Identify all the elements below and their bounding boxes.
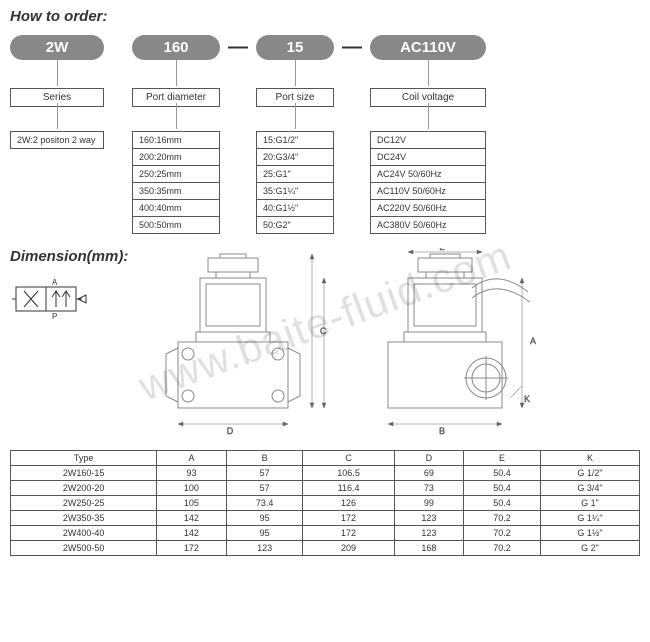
table-cell: 57 (226, 466, 303, 481)
svg-text:C: C (320, 326, 327, 336)
port-diameter-pill: 160 (132, 35, 220, 60)
table-cell: 2W400-40 (11, 526, 157, 541)
port-size-option: 20:G3/4" (256, 149, 334, 166)
table-cell: G 1/2" (540, 466, 639, 481)
svg-text:B: B (439, 426, 445, 436)
table-row: 2W160-159357106.56950.4G 1/2" (11, 466, 640, 481)
svg-text:K: K (524, 394, 530, 404)
dimension-table: TypeABCDEK 2W160-159357106.56950.4G 1/2"… (10, 450, 640, 556)
table-cell: 2W350-35 (11, 511, 157, 526)
table-row: 2W250-2510573.41269950.4G 1" (11, 496, 640, 511)
port-diameter-option: 400:40mm (132, 200, 220, 217)
table-header: A (157, 451, 227, 466)
table-cell: 95 (226, 511, 303, 526)
table-cell: 126 (303, 496, 394, 511)
dash-separator: — (338, 36, 366, 59)
table-row: 2W350-351429517212370.2G 1¼" (11, 511, 640, 526)
table-cell: 172 (303, 526, 394, 541)
table-cell: 116.4 (303, 481, 394, 496)
coil-voltage-option: AC220V 50/60Hz (370, 200, 486, 217)
port-diameter-option: 350:35mm (132, 183, 220, 200)
coil-voltage-option: DC12V (370, 131, 486, 149)
table-cell: 123 (226, 541, 303, 556)
series-legend: 2W:2 positon 2 way (10, 131, 104, 149)
port-diameter-option: 160:16mm (132, 131, 220, 149)
table-cell: 106.5 (303, 466, 394, 481)
port-size-option: 40:G1½" (256, 200, 334, 217)
coil-voltage-option: AC380V 50/60Hz (370, 217, 486, 234)
dimension-title: Dimension(mm): (10, 248, 128, 265)
coil-voltage-option: AC24V 50/60Hz (370, 166, 486, 183)
table-row: 2W400-401429517212370.2G 1½" (11, 526, 640, 541)
how-to-order-title: How to order: (10, 8, 640, 25)
coil-voltage-option: AC110V 50/60Hz (370, 183, 486, 200)
table-cell: 73.4 (226, 496, 303, 511)
coil-voltage-option: DC24V (370, 149, 486, 166)
table-cell: 69 (394, 466, 464, 481)
port-diameter-option: 200:20mm (132, 149, 220, 166)
table-cell: 2W160-15 (11, 466, 157, 481)
front-view-drawing: D C A (138, 248, 328, 438)
svg-text:A: A (530, 336, 536, 346)
table-cell: 209 (303, 541, 394, 556)
table-cell: 2W500-50 (11, 541, 157, 556)
table-cell: 93 (157, 466, 227, 481)
table-cell: 105 (157, 496, 227, 511)
table-cell: G 1¼" (540, 511, 639, 526)
table-cell: G 2" (540, 541, 639, 556)
table-cell: 57 (226, 481, 303, 496)
table-cell: 50.4 (464, 481, 541, 496)
table-header: C (303, 451, 394, 466)
table-cell: 2W250-25 (11, 496, 157, 511)
port-size-option: 25:G1" (256, 166, 334, 183)
table-cell: 100 (157, 481, 227, 496)
table-header: E (464, 451, 541, 466)
coil-voltage-options: DC12VDC24VAC24V 50/60HzAC110V 50/60HzAC2… (370, 131, 486, 234)
table-header: K (540, 451, 639, 466)
table-cell: 73 (394, 481, 464, 496)
table-cell: 2W200-20 (11, 481, 157, 496)
table-cell: 168 (394, 541, 464, 556)
table-cell: 172 (157, 541, 227, 556)
table-cell: 50.4 (464, 466, 541, 481)
dash-separator: — (224, 36, 252, 59)
table-cell: 95 (226, 526, 303, 541)
port-size-option: 15:G1/2" (256, 131, 334, 149)
table-cell: G 1" (540, 496, 639, 511)
table-row: 2W500-5017212320916870.2G 2" (11, 541, 640, 556)
series-pill: 2W (10, 35, 104, 60)
table-header: B (226, 451, 303, 466)
coil-voltage-pill: AC110V (370, 35, 486, 60)
table-cell: 142 (157, 511, 227, 526)
port-size-pill: 15 (256, 35, 334, 60)
table-cell: G 3/4" (540, 481, 639, 496)
table-header: Type (11, 451, 157, 466)
table-cell: 172 (303, 511, 394, 526)
svg-text:A: A (52, 278, 58, 287)
side-view-drawing: E B A K (358, 248, 558, 438)
table-row: 2W200-2010057116.47350.4G 3/4" (11, 481, 640, 496)
port-size-option: 35:G1¼" (256, 183, 334, 200)
table-header: D (394, 451, 464, 466)
table-cell: 123 (394, 526, 464, 541)
table-cell: G 1½" (540, 526, 639, 541)
port-size-option: 50:G2" (256, 217, 334, 234)
port-diameter-option: 250:25mm (132, 166, 220, 183)
table-cell: 70.2 (464, 541, 541, 556)
table-cell: 123 (394, 511, 464, 526)
order-code-row: 2W 160 — 15 — AC110V (10, 35, 640, 60)
valve-symbol-icon: A P (10, 275, 88, 321)
table-cell: 50.4 (464, 496, 541, 511)
svg-text:E: E (440, 248, 445, 252)
port-diameter-options: 160:16mm200:20mm250:25mm350:35mm400:40mm… (132, 131, 220, 234)
table-cell: 70.2 (464, 526, 541, 541)
port-size-options: 15:G1/2"20:G3/4"25:G1"35:G1¼"40:G1½"50:G… (256, 131, 334, 234)
port-diameter-option: 500:50mm (132, 217, 220, 234)
table-cell: 70.2 (464, 511, 541, 526)
table-cell: 142 (157, 526, 227, 541)
svg-text:D: D (227, 426, 234, 436)
svg-text:P: P (52, 312, 57, 321)
table-cell: 99 (394, 496, 464, 511)
